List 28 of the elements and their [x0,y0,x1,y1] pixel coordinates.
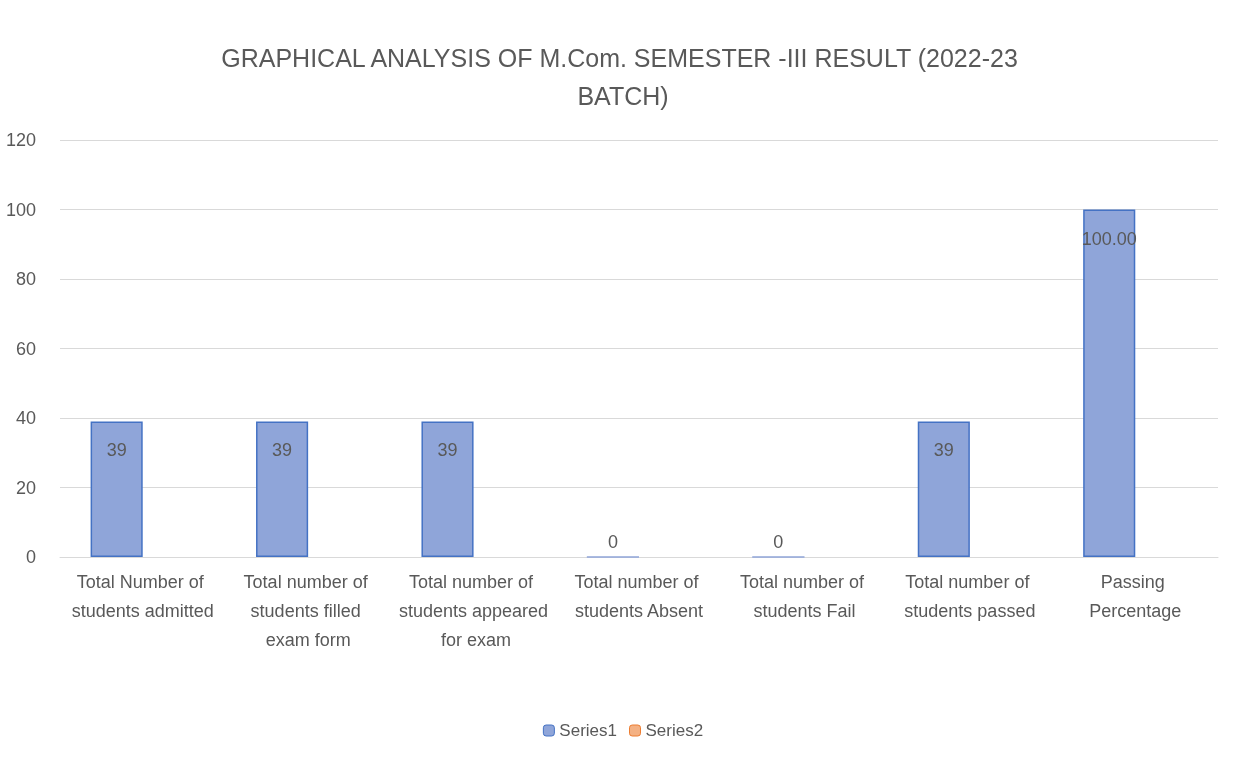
x-tick-label: Total number of students Absent [574,571,704,621]
legend-label: Series2 [645,721,704,740]
data-label: 0 [607,531,618,552]
x-tick-label: Passing Percentage [1089,571,1182,621]
bar [1083,209,1136,557]
data-label: 39 [272,440,293,461]
x-tick-label: Total number of students filled exam form [243,571,373,650]
bar [256,421,309,557]
bar [917,421,970,557]
data-label: 0 [773,531,784,552]
data-label: 39 [437,440,458,461]
x-tick-label: Total Number of students admitted [71,571,214,621]
bar [421,421,474,557]
x-tick-label: Total number of students appeared for exam [399,571,549,650]
chart-title: GRAPHICAL ANALYSIS OF M.Com. SEMESTER -III RESULT (2022-23 BATCH) [221,44,1025,110]
x-tick-label: Total number of students Fail [739,571,869,621]
y-tick-label: 120 [5,130,36,150]
y-tick-label: 40 [15,408,36,428]
data-label: 39 [106,440,127,461]
bar [90,421,143,557]
y-tick-label: 80 [15,269,36,289]
x-tick-label: Total number of students passed [904,571,1036,621]
legend-label: Series1 [559,721,617,740]
y-tick-label: 60 [15,338,36,359]
y-tick-label: 0 [25,547,36,567]
y-tick-label: 20 [15,477,36,498]
y-tick-label: 100 [5,199,36,220]
data-label: 39 [933,440,954,461]
